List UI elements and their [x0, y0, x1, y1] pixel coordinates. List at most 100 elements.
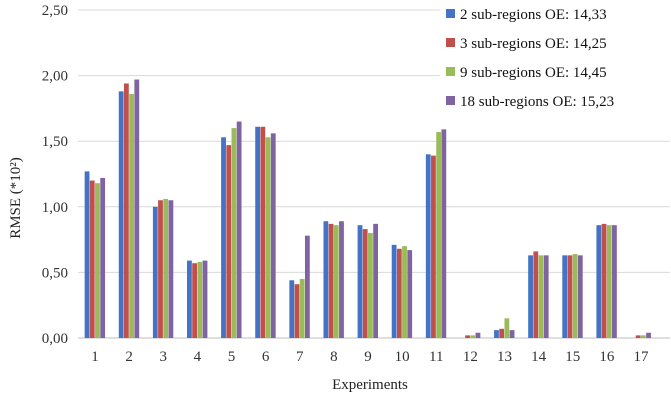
bar	[612, 225, 617, 338]
legend: 2 sub-regions OE: 14,33 3 sub-regions OE:…	[440, 2, 671, 126]
bar	[562, 255, 567, 338]
bar	[90, 181, 95, 338]
y-tick-label: 2,50	[42, 3, 68, 19]
bar	[153, 207, 158, 338]
bar	[646, 333, 651, 338]
bar	[266, 137, 271, 338]
bar	[504, 318, 509, 338]
bar	[100, 178, 105, 338]
y-tick-label: 0,50	[42, 265, 68, 281]
x-tick-label: 7	[296, 349, 304, 365]
bar	[528, 255, 533, 338]
x-tick-label: 2	[125, 349, 133, 365]
legend-swatch	[446, 38, 455, 47]
x-tick-label: 9	[364, 349, 372, 365]
bar	[568, 255, 573, 338]
bar	[465, 335, 470, 338]
bar	[95, 183, 100, 338]
x-tick-label: 13	[497, 349, 512, 365]
bar	[431, 156, 436, 338]
bar	[289, 280, 294, 338]
bar	[358, 225, 363, 338]
bar	[441, 129, 446, 338]
bar	[397, 249, 402, 338]
x-tick-label: 6	[262, 349, 270, 365]
bar	[271, 133, 276, 338]
x-tick-label: 1	[91, 349, 99, 365]
x-tick-label: 11	[429, 349, 443, 365]
bar	[373, 224, 378, 338]
bar	[232, 128, 237, 338]
bar	[607, 225, 612, 338]
bar	[163, 199, 168, 338]
bar	[407, 250, 412, 338]
bar	[329, 224, 334, 338]
bar	[339, 221, 344, 338]
bar	[124, 83, 129, 338]
bar	[476, 333, 481, 338]
bar	[260, 127, 265, 338]
bar	[636, 335, 641, 338]
bar	[203, 261, 208, 338]
x-tick-label: 16	[599, 349, 615, 365]
bar	[305, 236, 310, 338]
x-tick-label: 14	[531, 349, 547, 365]
x-tick-label: 4	[194, 349, 202, 365]
x-tick-label: 12	[463, 349, 478, 365]
bar	[221, 137, 226, 338]
bar	[168, 200, 173, 338]
bar	[158, 200, 163, 338]
legend-entry: 18 sub-regions OE: 15,23	[460, 94, 614, 110]
y-tick-label: 2,00	[42, 69, 68, 85]
bar	[602, 224, 607, 338]
x-tick-label: 8	[330, 349, 338, 365]
bar	[539, 255, 544, 338]
bar	[334, 225, 339, 338]
bar	[510, 330, 515, 338]
bar	[494, 330, 499, 338]
bar	[641, 335, 646, 338]
y-axis-ticks: 0,00 0,50 1,00 1,50 2,00 2,50	[42, 3, 68, 347]
x-axis-label: Experiments	[332, 377, 408, 393]
bar	[596, 225, 601, 338]
bar	[499, 329, 504, 338]
bar	[295, 284, 300, 338]
x-tick-label: 5	[228, 349, 236, 365]
bar	[226, 145, 231, 338]
x-axis-ticks: 1 2 3 4 5 6 7 8 9 10 11 12 13 14 15 16 17	[91, 349, 649, 365]
bar	[402, 246, 407, 338]
legend-entry: 2 sub-regions OE: 14,33	[460, 7, 607, 23]
bar	[119, 91, 124, 338]
bar	[197, 262, 202, 338]
bar	[187, 261, 192, 338]
y-tick-label: 0,00	[42, 331, 68, 347]
bar	[544, 255, 549, 338]
legend-entry: 3 sub-regions OE: 14,25	[460, 36, 607, 52]
bar	[368, 233, 373, 338]
bar	[436, 132, 441, 338]
bar	[300, 279, 305, 338]
x-tick-label: 15	[565, 349, 580, 365]
y-tick-label: 1,00	[42, 200, 68, 216]
bar	[470, 335, 475, 338]
bar	[363, 229, 368, 338]
bar	[573, 254, 578, 338]
bar	[129, 94, 134, 338]
bar	[85, 171, 90, 338]
legend-entry: 9 sub-regions OE: 14,45	[460, 65, 607, 81]
legend-swatch	[446, 67, 455, 76]
bar	[533, 251, 538, 338]
bar	[134, 80, 139, 338]
bar	[237, 122, 242, 338]
x-tick-label: 17	[633, 349, 649, 365]
legend-swatch	[446, 9, 455, 18]
bar	[578, 255, 583, 338]
y-axis-label: RMSE (*10²)	[8, 157, 24, 239]
legend-swatch	[446, 96, 455, 105]
x-tick-label: 10	[395, 349, 410, 365]
bar	[426, 154, 431, 338]
bar	[192, 263, 197, 338]
bar	[255, 127, 260, 338]
y-tick-label: 1,50	[42, 134, 68, 150]
